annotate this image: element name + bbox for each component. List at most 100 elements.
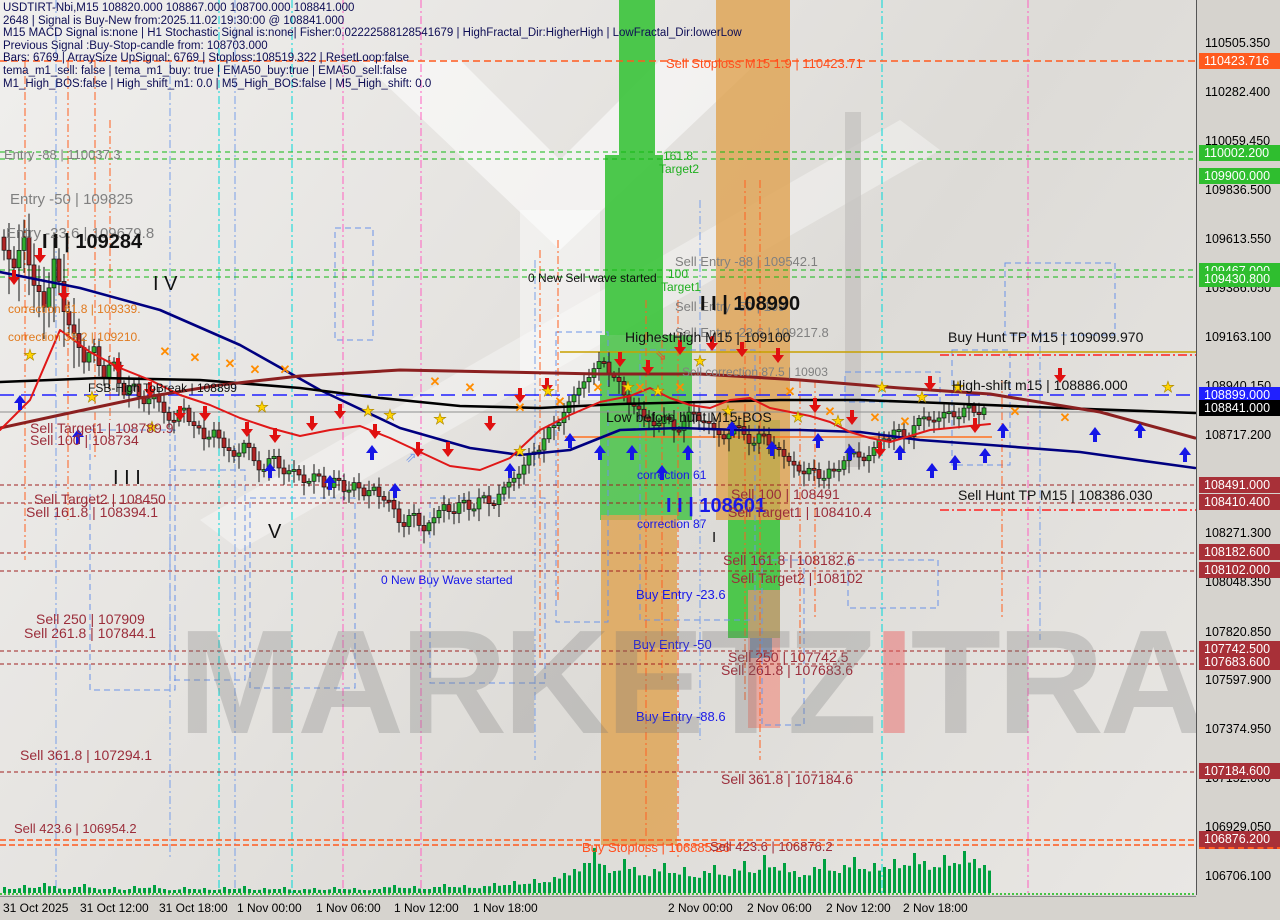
sell-arrow-icon bbox=[969, 418, 981, 433]
candle-body bbox=[701, 420, 707, 424]
signal-zone bbox=[619, 0, 655, 155]
volume-bar bbox=[178, 889, 181, 893]
volume-bar bbox=[768, 867, 771, 893]
signal-zone bbox=[845, 112, 861, 467]
volume-bar bbox=[733, 869, 736, 893]
volume-bar bbox=[908, 865, 911, 893]
comment-line: USDTIRT-Nbi,M15 108820.000 108867.000 10… bbox=[3, 2, 355, 14]
sell-arrow-icon bbox=[8, 270, 20, 285]
candle-body bbox=[231, 450, 237, 457]
volume-bar bbox=[103, 889, 106, 893]
candle-body bbox=[671, 419, 677, 431]
candle-body bbox=[481, 495, 487, 499]
volume-bar bbox=[293, 890, 296, 893]
candle-body bbox=[546, 427, 552, 440]
candle-body bbox=[726, 433, 732, 440]
volume-bar bbox=[443, 884, 446, 893]
volume-bar bbox=[248, 889, 251, 893]
volume-bar bbox=[353, 888, 356, 893]
volume-bar bbox=[773, 867, 776, 893]
candle-body bbox=[636, 405, 642, 410]
time-axis[interactable]: 31 Oct 2025 31 Oct 12:00 31 Oct 18:00 1 Nov… bbox=[0, 896, 1196, 920]
volume-bar bbox=[358, 889, 361, 893]
candle-body bbox=[781, 449, 787, 457]
volume-bar bbox=[488, 886, 491, 893]
volume-bar bbox=[3, 887, 6, 893]
candle-body bbox=[181, 407, 187, 411]
volume-bar bbox=[538, 883, 541, 893]
candle-body bbox=[91, 346, 97, 353]
candle-body bbox=[31, 264, 37, 286]
price-tick: 108048.350 bbox=[1205, 574, 1272, 589]
volume-bar bbox=[113, 887, 116, 893]
time-label: 2 Nov 18:00 bbox=[903, 901, 968, 915]
cross-icon: ✕ bbox=[1060, 410, 1071, 425]
volume-bar bbox=[343, 889, 346, 893]
candle-body bbox=[211, 429, 217, 438]
volume-bar bbox=[463, 885, 466, 893]
price-tick: 107597.900 bbox=[1205, 673, 1272, 688]
volume-bar bbox=[328, 889, 331, 893]
sell-arrow-icon bbox=[772, 348, 784, 363]
candle-body bbox=[581, 381, 587, 389]
candle-body bbox=[16, 250, 22, 269]
volume-bar bbox=[963, 851, 966, 893]
volume-bar bbox=[218, 889, 221, 893]
volume-bar bbox=[923, 861, 926, 893]
price-badge: 110002.200 bbox=[1199, 145, 1280, 162]
candle-body bbox=[831, 468, 837, 472]
sell-arrow-icon bbox=[642, 360, 654, 375]
ma-black bbox=[0, 376, 1196, 415]
candle-body bbox=[196, 425, 202, 429]
volume-bar bbox=[308, 889, 311, 893]
sell-arrow-icon bbox=[674, 340, 686, 355]
star-icon: ★ bbox=[513, 443, 526, 460]
candle-body bbox=[451, 511, 457, 514]
volume-bar bbox=[648, 876, 651, 893]
volume-bar bbox=[228, 889, 231, 893]
volume-bar bbox=[238, 888, 241, 893]
candle-body bbox=[26, 236, 32, 266]
candle-body bbox=[856, 451, 862, 458]
cross-icon: ✕ bbox=[190, 350, 201, 365]
candle-body bbox=[541, 438, 547, 451]
chart-canvas[interactable]: MARKETZITRADE ★★★★★★★★★★★★★★★★★★★✕✕✕✕✕✕✕… bbox=[0, 0, 1197, 895]
time-label: 1 Nov 12:00 bbox=[394, 901, 459, 915]
volume-bar bbox=[688, 876, 691, 893]
candle-body bbox=[666, 416, 672, 421]
candle-body bbox=[551, 425, 557, 428]
volume-bar bbox=[88, 887, 91, 893]
candle-body bbox=[66, 311, 72, 326]
time-label: 1 Nov 18:00 bbox=[473, 901, 538, 915]
volume-bar bbox=[808, 875, 811, 893]
volume-bar bbox=[53, 886, 56, 893]
volume-bar bbox=[333, 887, 336, 893]
candle-body bbox=[241, 442, 247, 454]
buy-arrow-icon bbox=[1179, 447, 1191, 462]
volume-bar bbox=[423, 889, 426, 893]
volume-bar bbox=[783, 863, 786, 893]
volume-bar bbox=[418, 888, 421, 893]
candle-body bbox=[171, 419, 177, 423]
candle-body bbox=[916, 417, 922, 426]
candle-body bbox=[421, 525, 427, 532]
volume-bar bbox=[383, 887, 386, 893]
volume-bar bbox=[713, 865, 716, 893]
price-scale[interactable]: 110505.350 110282.400 110059.450 109836.500… bbox=[1197, 0, 1280, 895]
star-icon: ★ bbox=[721, 403, 734, 420]
candle-body bbox=[6, 249, 12, 260]
candle-body bbox=[271, 455, 277, 459]
candle-body bbox=[346, 489, 352, 493]
candle-body bbox=[406, 515, 412, 527]
volume-bar bbox=[468, 887, 471, 893]
volume-bar bbox=[948, 865, 951, 893]
price-tick: 110059.450 bbox=[1205, 133, 1271, 148]
price-tick: 106706.100 bbox=[1205, 868, 1272, 883]
volume-bar bbox=[798, 877, 801, 893]
cross-icon: ✕ bbox=[515, 400, 526, 415]
candle-body bbox=[836, 468, 842, 472]
candle-body bbox=[941, 412, 947, 419]
volume-bar bbox=[273, 889, 276, 893]
candle-body bbox=[436, 510, 442, 519]
buy-arrow-icon bbox=[1089, 427, 1101, 442]
